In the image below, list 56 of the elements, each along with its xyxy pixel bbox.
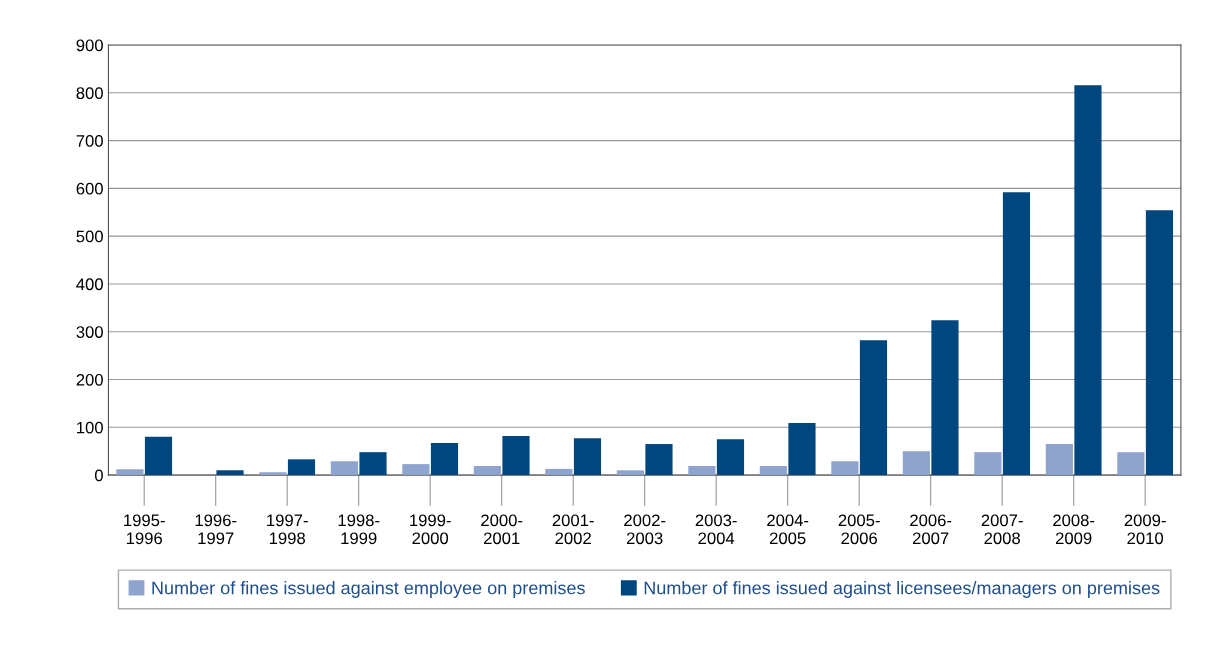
- x-tick-label: 2001- 2002: [552, 514, 594, 545]
- bar: [330, 461, 358, 476]
- bar: [359, 452, 387, 476]
- bar: [402, 464, 430, 476]
- bar: [430, 443, 459, 476]
- y-tick-label: 100: [77, 421, 103, 434]
- bar: [573, 438, 602, 476]
- bar: [974, 452, 1002, 476]
- bar: [788, 423, 816, 476]
- x-tick-label: 2008- 2009: [1053, 514, 1095, 545]
- y-tick-label: 400: [76, 278, 103, 291]
- legend-label: Number of fines issued against licensees/managers on premises: [644, 581, 1160, 598]
- bar: [645, 444, 673, 476]
- bar: [688, 466, 716, 476]
- x-tick-label: 2006- 2007: [910, 514, 952, 545]
- y-tick-label: 500: [76, 230, 103, 243]
- y-tick-label: 600: [76, 182, 103, 195]
- x-tick-label: 2002- 2003: [624, 514, 666, 545]
- x-tick-label: 1995- 1996: [124, 514, 165, 545]
- x-tick-label: 1997- 1998: [267, 514, 308, 545]
- x-tick-label: 2005- 2006: [838, 514, 880, 545]
- bar: [759, 466, 787, 476]
- bar: [902, 451, 930, 476]
- x-tick-label: 2004- 2005: [767, 514, 809, 545]
- bar: [616, 470, 644, 476]
- x-tick-label: 2000- 2001: [481, 514, 523, 545]
- bar: [1145, 210, 1174, 476]
- bar: [1074, 85, 1102, 476]
- bar: [287, 459, 316, 476]
- bar: [831, 461, 859, 476]
- y-tick-label: 900: [76, 39, 103, 52]
- x-tick-label: 2003- 2004: [695, 514, 737, 545]
- y-tick-label: 0: [94, 469, 103, 482]
- legend-label: Number of fines issued against employee on premises: [152, 581, 585, 598]
- x-tick-label: 1999- 2000: [410, 514, 451, 545]
- bar: [502, 435, 530, 476]
- bar: [116, 469, 144, 476]
- bar: [216, 470, 244, 476]
- bar: [259, 472, 287, 476]
- x-tick-label: 2007- 2008: [981, 514, 1023, 545]
- x-tick-label: 2009- 2010: [1124, 514, 1166, 545]
- bar: [1117, 452, 1145, 476]
- x-tick-label: 1998- 1999: [338, 514, 380, 545]
- bar: [144, 436, 173, 476]
- y-tick-label: 700: [76, 135, 103, 147]
- y-tick-label: 200: [76, 373, 103, 386]
- bar: [931, 320, 959, 476]
- bar: [473, 466, 501, 476]
- bar: [1002, 192, 1031, 476]
- bar: [545, 468, 573, 476]
- y-tick-label: 300: [76, 326, 103, 338]
- bar: [716, 439, 745, 476]
- bar: [1045, 444, 1073, 476]
- bar: [859, 340, 888, 476]
- y-tick-label: 800: [76, 87, 103, 100]
- x-tick-label: 1996- 1997: [195, 514, 237, 545]
